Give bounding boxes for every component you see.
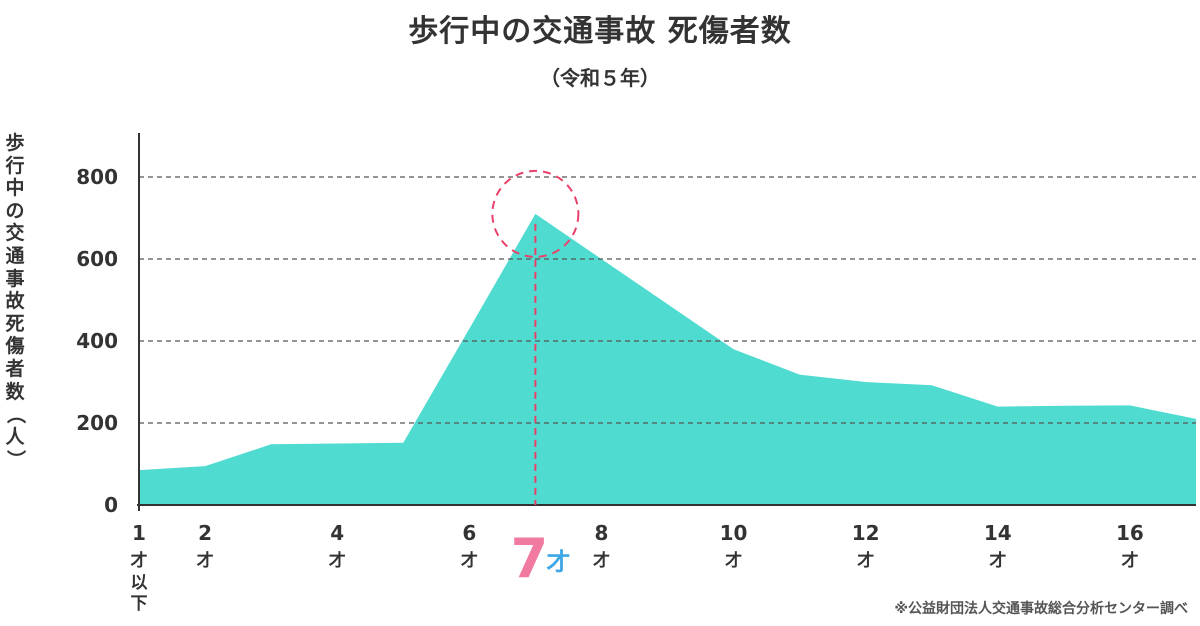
chart-title: 歩行中の交通事故 死傷者数 [408,14,792,49]
y-axis-label-char: 人 [5,425,25,448]
chart-subtitle: （令和５年） [540,66,660,90]
x-tick-unit: 才 [857,550,874,571]
source-note: ※公益財団法人交通事故総合分析センター調べ [894,601,1188,617]
y-axis-label-char: 死 [5,312,25,335]
y-axis-label-char: 交 [5,222,25,245]
y-tick-label: 200 [76,411,118,435]
y-axis-label-char: 通 [5,244,25,267]
y-tick-label: 800 [76,165,118,189]
x-tick-label: 14 [984,521,1012,545]
x-tick-unit: 才 [1121,550,1138,571]
area-series [139,213,1196,505]
y-tick-label: 400 [76,329,118,353]
x-tick-unit: 才 [989,550,1006,571]
y-axis-label-char: 中 [5,177,25,200]
y-axis-label: 歩行中の交通事故死傷者数（人） [2,132,28,471]
y-axis-label-char: 歩 [5,132,25,154]
y-axis-label-char: 傷 [5,335,25,358]
x-tick-label: 1 [132,521,146,545]
x-tick-unit: 才 [329,550,346,571]
x-tick-extra: 以 [131,573,148,593]
x-tick-unit: 才 [725,550,742,571]
x-tick-label: 8 [594,521,608,545]
y-tick-label: 600 [76,247,118,271]
highlight-unit: 才 [546,548,570,576]
x-tick-label: 10 [720,521,748,545]
y-axis-label-char: 数 [5,380,25,403]
y-axis-label-char: 故 [5,290,25,313]
x-tick-unit: 才 [131,550,148,571]
x-tick-label: 4 [330,521,344,545]
x-tick-label: 16 [1116,521,1144,545]
y-axis-label-char: の [5,199,25,222]
x-tick-label: 12 [852,521,880,545]
x-tick-label: 6 [462,521,476,545]
x-tick-unit: 才 [593,550,610,571]
y-axis-label-char: 行 [5,154,25,177]
highlight-circle [491,169,580,258]
y-axis-label-char: 者 [5,357,25,380]
x-tick-extra: 下 [131,594,148,614]
x-tick-unit: 才 [461,550,478,571]
x-tick-unit: 才 [197,550,214,571]
highlight-number: 7 [511,527,549,590]
y-tick-label: 0 [104,493,118,517]
y-axis-label-char: 事 [5,267,25,290]
x-tick-label: 2 [198,521,212,545]
